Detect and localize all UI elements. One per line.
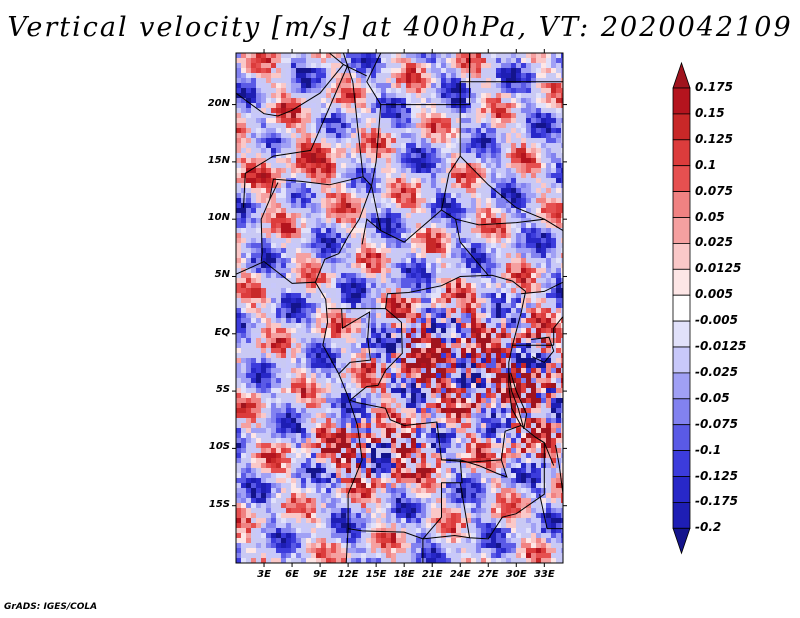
boundary-line [531,336,555,364]
colorbar-label: 0.025 [695,235,733,250]
colorbar-label: -0.05 [695,390,730,405]
boundary-line [508,371,528,430]
colorbar-segment [672,242,691,270]
colorbar [672,61,691,555]
colorbar-label: 0.15 [695,105,725,120]
boundary-line [349,308,403,401]
lon-label: 15E [365,569,387,580]
boundary-line [520,281,563,295]
colorbar-segment [672,268,691,296]
colorbar-label: -0.2 [695,520,722,535]
colorbar-segment [672,191,691,218]
boundary-line [459,155,545,220]
boundary-line [555,444,563,495]
colorbar-label: 0.125 [695,131,733,146]
boundary-line [441,459,502,463]
boundary-line [349,399,463,518]
colorbar-label: -0.1 [695,442,722,457]
colorbar-segment [672,372,691,400]
boundary-line [327,274,526,310]
colorbar-label: 0.1 [695,157,717,172]
colorbar-bottom-arrow [672,527,691,555]
colorbar-segment [672,320,691,348]
colorbar-segment [672,424,691,452]
colorbar-segment [672,476,691,503]
country-boundaries [236,53,563,563]
colorbar-segment [672,501,691,529]
lon-label: 12E [337,569,359,580]
lat-label: 15N [207,154,230,166]
lat-label: 10S [208,441,230,453]
colorbar-segment [672,450,691,477]
boundary-line [269,182,279,200]
colorbar-segment [672,113,691,141]
boundary-line [236,261,363,563]
lon-label: 9E [313,569,327,580]
colorbar-label: 0.005 [695,287,733,302]
lat-label: 20N [207,97,230,109]
colorbar-label: -0.025 [695,364,738,379]
plot-title: Vertical velocity [m/s] at 400hPa, VT: 2… [7,12,793,43]
boundary-line [422,482,442,540]
colorbar-label: -0.0125 [695,339,747,353]
lat-label: EQ [214,326,230,338]
lon-label: 21E [421,569,443,580]
lat-label: 5N [214,269,230,281]
colorbar-label: -0.175 [695,494,738,509]
colorbar-segment [672,165,691,192]
colorbar-label: 0.175 [695,80,733,94]
boundary-line [348,528,470,540]
boundary-line [361,218,382,245]
boundary-line [459,81,563,105]
boundary-line [539,494,563,530]
lon-label: 27E [477,569,499,580]
boundary-line [236,63,368,117]
colorbar-label: 0.0125 [695,261,742,276]
lon-label: 30E [505,569,527,580]
boundary-line [269,176,372,200]
colorbar-segment [672,87,691,115]
boundary-line [243,64,349,208]
lat-label: 10N [207,212,230,224]
boundary-line [380,104,461,211]
lon-label: 24E [449,569,471,580]
boundary-line [460,53,471,106]
boundary-line [329,53,344,65]
lon-label: 6E [285,569,299,580]
velocity-field [236,53,563,563]
lat-label: 5S [215,384,230,396]
colorbar-label: 0.05 [695,209,725,224]
lon-label: 33E [533,569,555,580]
colorbar-segment [672,139,691,167]
lat-label: 15S [208,498,230,510]
boundary-line [422,538,433,563]
colorbar-segment [672,398,691,426]
colorbar-label: -0.125 [695,468,738,483]
plot-frame [235,52,564,564]
boundary-line [314,185,372,283]
boundary-line [553,316,563,346]
software-credit: GrADS: IGES/COLA [4,602,98,612]
lon-label: 18E [393,569,415,580]
boundary-line [520,425,555,466]
colorbar-label: -0.075 [695,416,738,431]
lon-label: 3E [257,569,271,580]
colorbar-segment [672,294,691,322]
colorbar-label: 0.075 [695,183,733,198]
colorbar-segment [672,217,691,244]
boundary-line [455,218,563,232]
boundary-line [260,199,271,262]
colorbar-segment [672,346,691,374]
boundary-line [338,308,372,375]
boundary-line [342,53,364,177]
colorbar-label: -0.005 [695,313,738,328]
colorbar-top-arrow [672,61,691,89]
boundary-line [459,436,545,540]
